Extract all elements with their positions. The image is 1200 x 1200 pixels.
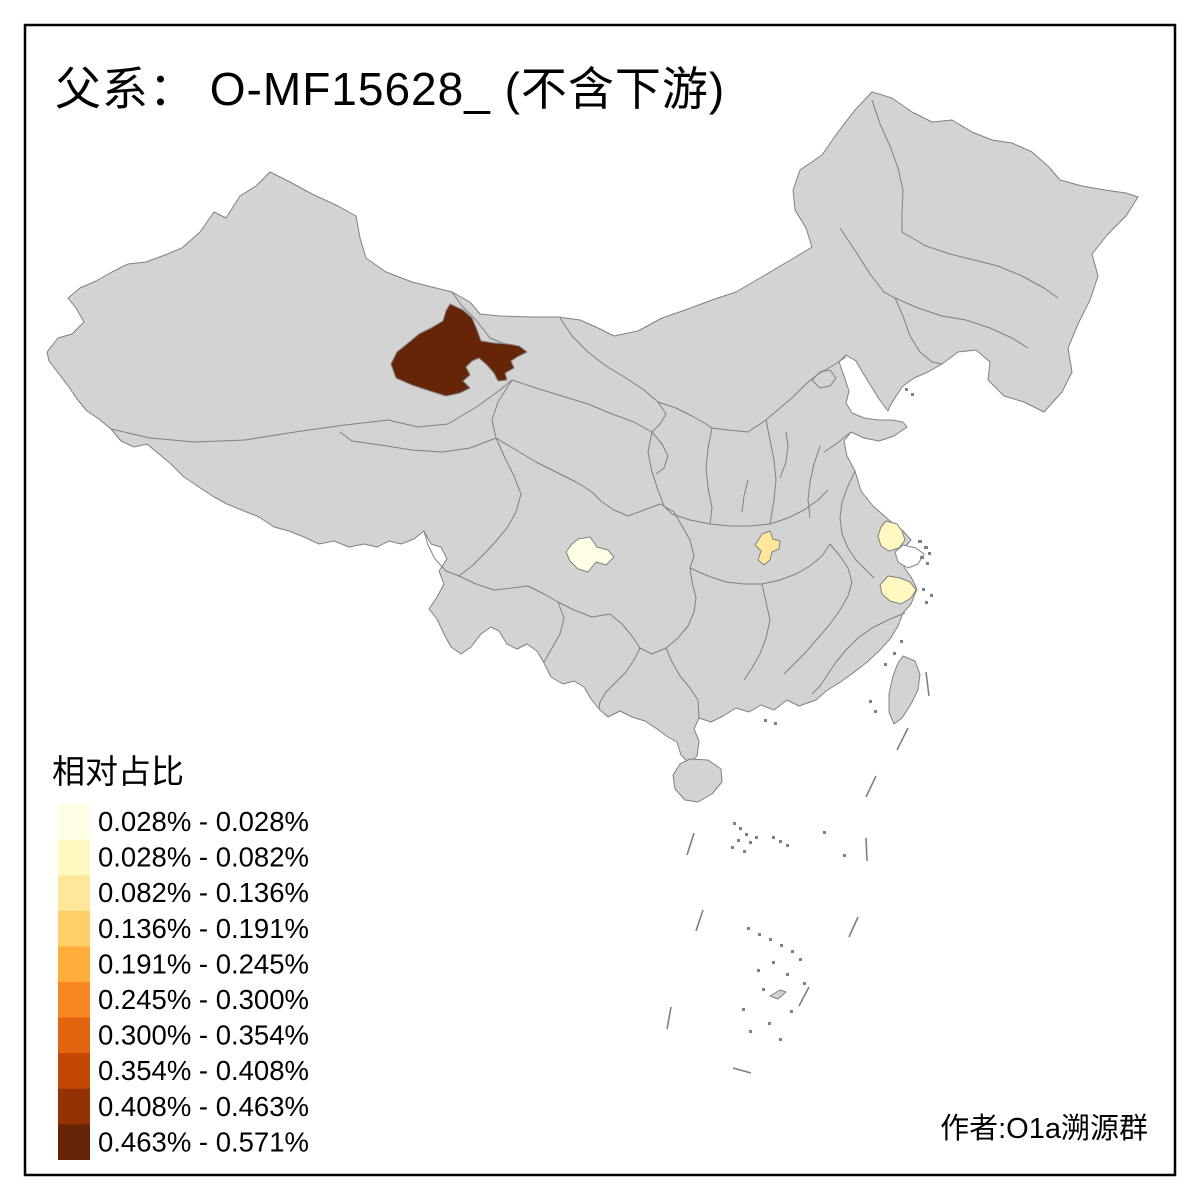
legend-swatch: [58, 875, 90, 912]
province-boundaries: [110, 99, 1059, 719]
legend-label: 0.245% - 0.300%: [98, 984, 309, 1015]
legend-label: 0.136% - 0.191%: [98, 913, 309, 944]
legend-swatch: [58, 946, 90, 983]
island-specks: [731, 388, 933, 1041]
china-map: [46, 91, 1139, 1074]
legend-swatch: [58, 839, 90, 876]
legend-swatch: [58, 1088, 90, 1125]
legend-label: 0.028% - 0.028%: [98, 806, 309, 837]
legend-swatch: [58, 1124, 90, 1160]
region-lower-yangtze: [877, 520, 906, 552]
region-sichuan-basin: [565, 536, 615, 573]
legend-swatch: [58, 804, 90, 840]
taiwan-island: [888, 655, 921, 725]
legend-title: 相对占比: [52, 753, 184, 790]
region-east-coast: [879, 575, 917, 605]
highlighted-regions: [390, 303, 925, 605]
region-northwest-dark: [390, 303, 528, 397]
legend-label: 0.408% - 0.463%: [98, 1091, 309, 1122]
legend-label: 0.028% - 0.082%: [98, 842, 309, 873]
south-sea-islet: [769, 989, 787, 1000]
legend-swatch: [58, 1053, 90, 1090]
legend-label: 0.463% - 0.571%: [98, 1126, 309, 1157]
legend-label: 0.300% - 0.354%: [98, 1020, 309, 1051]
region-central-yangtze: [754, 530, 781, 566]
legend-swatch: [58, 910, 90, 947]
legend-swatch: [58, 1017, 90, 1054]
legend-swatch: [58, 982, 90, 1018]
map-title: 父系： O-MF15628_ (不含下游): [55, 63, 725, 115]
region-estuary-white: [894, 544, 925, 569]
mainland-outline: [46, 91, 1139, 764]
legend-label: 0.354% - 0.408%: [98, 1055, 309, 1086]
legend-swatches: [58, 804, 90, 1160]
country-landmass-group: [46, 91, 1139, 1000]
legend-label: 0.191% - 0.245%: [98, 948, 309, 979]
nine-dash-line: [666, 671, 930, 1074]
plot-frame: [23, 23, 1177, 1177]
legend-labels: 0.028% - 0.028% 0.028% - 0.082% 0.082% -…: [98, 806, 309, 1157]
legend: 相对占比 0.028% - 0.028% 0.028% - 0.082% 0.0…: [52, 753, 309, 1160]
legend-label: 0.082% - 0.136%: [98, 877, 309, 908]
author-credit: 作者:O1a溯源群: [940, 1112, 1148, 1145]
hainan-island: [672, 758, 723, 803]
